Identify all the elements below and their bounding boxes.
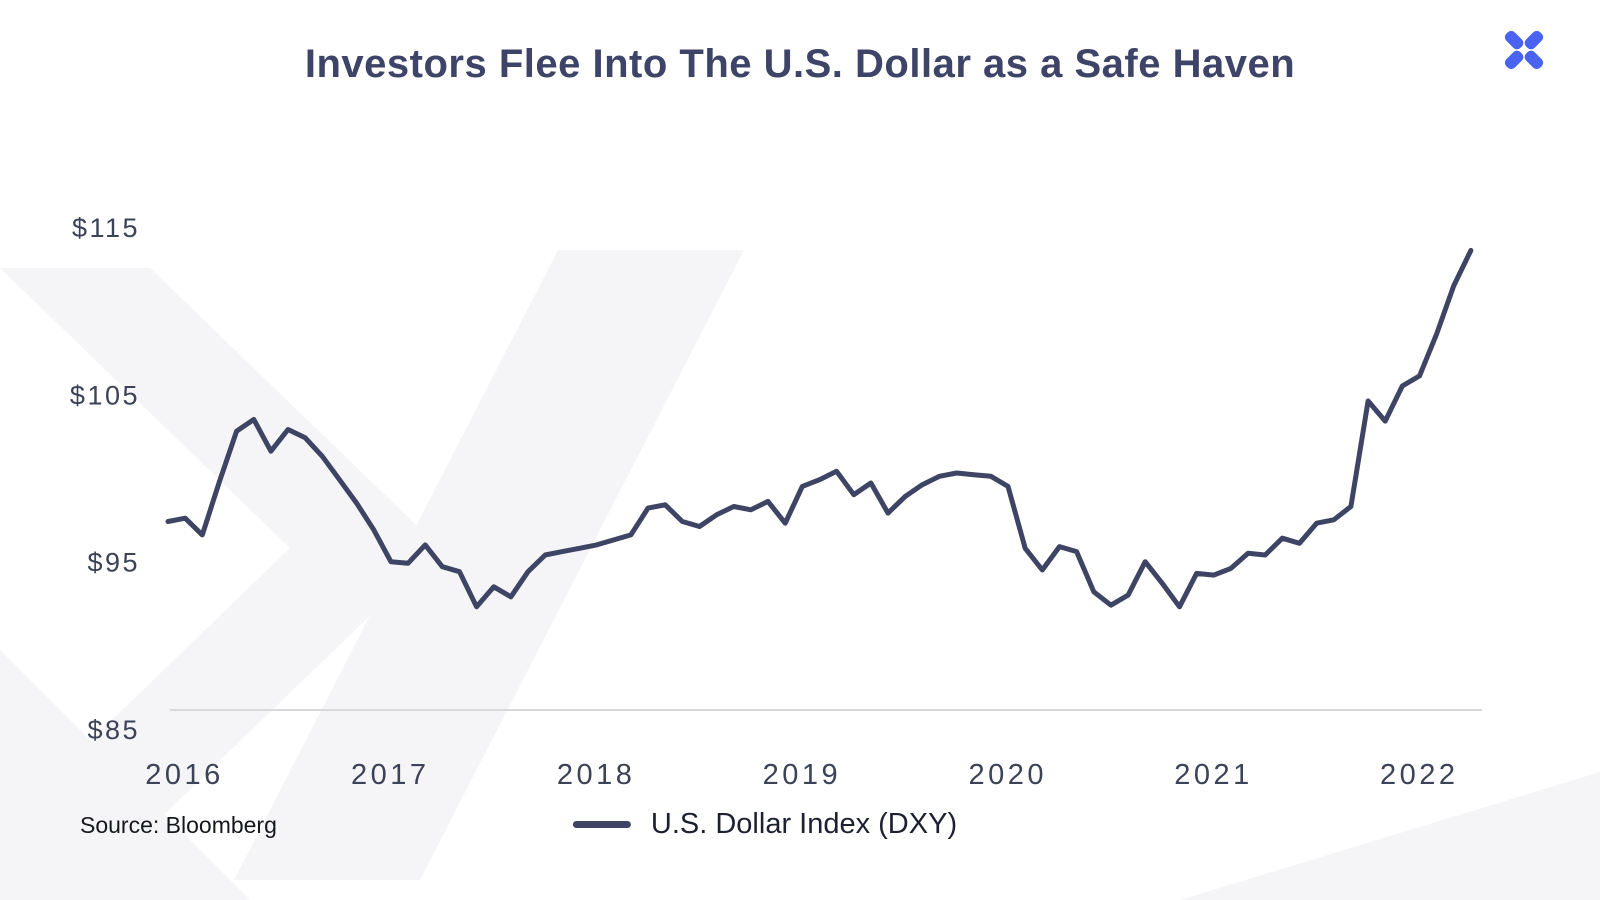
background-shape [0, 650, 250, 900]
source-note: Source: Bloomberg [80, 812, 277, 838]
brand-logo-icon [1504, 30, 1544, 70]
background-shape [1180, 772, 1600, 900]
legend-line-swatch [572, 821, 631, 828]
chart-legend: U.S. Dollar Index (DXY) [572, 808, 958, 841]
pinwheel-x-icon [1504, 30, 1544, 70]
legend-label: U.S. Dollar Index (DXY) [650, 808, 958, 840]
chart-title: Investors Flee Into The U.S. Dollar as a… [304, 42, 1296, 86]
